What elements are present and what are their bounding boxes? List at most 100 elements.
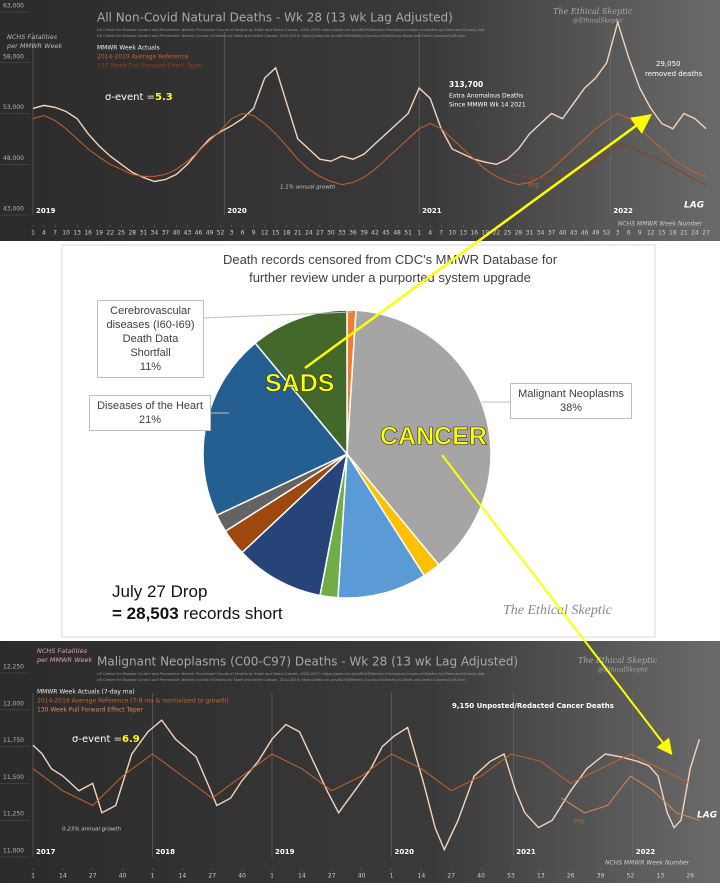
x-tick-label: 45 [382, 230, 390, 237]
x-tick-label: 6 [241, 230, 245, 237]
x-tick-label: 22 [106, 230, 114, 237]
x-tick-label: 3 [616, 230, 620, 237]
watermark: The Ethical Skeptic [578, 656, 658, 665]
x-tick-label: 49 [206, 230, 214, 237]
x-tick-label: 48 [393, 230, 401, 237]
x-tick-label: 12 [647, 230, 655, 237]
drop-suffix: records short [183, 604, 283, 623]
x-tick-label: 27 [702, 230, 710, 237]
slice-name: Malignant Neoplasms [518, 388, 624, 400]
x-tick-label: 27 [89, 873, 97, 880]
x-axis-label: NCHS MMWR Week Number [618, 221, 703, 228]
x-tick-label: 43 [184, 230, 192, 237]
x-tick-label: 1 [31, 230, 35, 237]
x-tick-label: 40 [173, 230, 181, 237]
x-tick-label: 24 [305, 230, 313, 237]
x-tick-label: 13 [537, 873, 545, 880]
legend-entry: MMWR Week Actuals [97, 45, 160, 52]
x-tick-label: 36 [349, 230, 357, 237]
y-axis-label: NCHS Fatalities [7, 33, 58, 41]
legend-entry: 130 Week Pull Forward Effect Taper [37, 707, 143, 714]
x-tick-label: 13 [459, 230, 467, 237]
pie-label: Malignant Neoplasms 38% [510, 383, 632, 419]
series-line [32, 719, 701, 852]
y-tick-label: 53,000 [3, 104, 24, 111]
x-tick-label: 39 [360, 230, 368, 237]
x-tick-label: 52 [627, 873, 635, 880]
watermark: @EthicalSkeptic [598, 667, 649, 674]
y-tick-label: 12,250 [3, 664, 24, 671]
source-note: US Center for Disease Control and Preven… [97, 672, 485, 676]
annotation: Since MMWR Wk 14 2021 [449, 102, 526, 109]
chart-title: Malignant Neoplasms (C00-C97) Deaths - W… [97, 655, 518, 669]
slice-value: 11% [139, 361, 162, 373]
annotation: Extra Anomalous Deaths [449, 93, 523, 100]
annotation: 0.23% annual growth [62, 827, 121, 833]
pie-label: Cerebrovascular diseases (I60-I69) Death… [97, 300, 204, 378]
annotation: LAG [684, 201, 704, 211]
drop-date: July 27 Drop [112, 582, 208, 601]
source-note: US Center for Disease Control and Preven… [97, 678, 466, 682]
y-tick-label: 48,000 [3, 155, 24, 162]
x-tick-label: 22 [493, 230, 501, 237]
x-tick-label: 46 [581, 230, 589, 237]
y-axis-label: per MMWR Week [36, 656, 93, 664]
series-line [32, 753, 691, 807]
series-line [561, 775, 700, 821]
annotation: 1.1% annual growth [280, 185, 336, 191]
x-tick-label: 4 [428, 230, 432, 237]
x-tick-label: 27 [447, 873, 455, 880]
annotation: PFE [528, 183, 539, 190]
x-tick-label: 40 [559, 230, 567, 237]
x-tick-label: 43 [570, 230, 578, 237]
x-tick-label: 9 [252, 230, 256, 237]
drop-value: 28,503 [126, 604, 179, 623]
x-tick-label: 1 [270, 873, 274, 880]
x-tick-label: 1 [390, 873, 394, 880]
annotation: 9,150 Unposted/Redacted Cancer Deaths [452, 702, 614, 710]
slice-name: Cerebrovascular diseases (I60-I69) Death… [106, 305, 195, 359]
x-tick-label: 33 [338, 230, 346, 237]
year-label: 2019 [36, 207, 56, 215]
x-tick-label: 15 [272, 230, 280, 237]
x-tick-label: 34 [537, 230, 545, 237]
x-tick-label: 14 [418, 873, 426, 880]
x-tick-label: 7 [53, 230, 57, 237]
legend-entry: 130 Week Pull Forward Effect Taper [97, 63, 203, 70]
y-tick-label: 11,000 [3, 848, 24, 855]
y-axis-label: NCHS Fatalities [37, 647, 88, 655]
year-label: 2018 [155, 848, 175, 856]
x-tick-label: 31 [140, 230, 148, 237]
x-tick-label: 1 [31, 873, 35, 880]
chart-title: All Non-Covid Natural Deaths - Wk 28 (13… [97, 11, 453, 25]
sigma-value: 6.9 [122, 734, 140, 745]
x-tick-label: 12 [261, 230, 269, 237]
x-tick-label: 26 [567, 873, 575, 880]
year-label: 2019 [275, 848, 295, 856]
x-tick-label: 30 [327, 230, 335, 237]
x-tick-label: 10 [62, 230, 70, 237]
y-tick-label: 58,000 [3, 53, 24, 60]
slice-name: Diseases of the Heart [97, 400, 203, 412]
x-tick-label: 40 [119, 873, 127, 880]
sigma-label: σ-event = [105, 92, 155, 103]
pie-slice [240, 451, 349, 597]
annotation: PFE [574, 819, 585, 826]
x-tick-label: 6 [627, 230, 631, 237]
x-tick-label: 25 [117, 230, 125, 237]
x-tick-label: 42 [371, 230, 379, 237]
x-tick-label: 3 [230, 230, 234, 237]
annotation: 29,050 [656, 60, 681, 68]
year-label: 2021 [516, 848, 536, 856]
x-tick-label: 10 [448, 230, 456, 237]
x-tick-label: 9 [638, 230, 642, 237]
x-tick-label: 27 [328, 873, 336, 880]
x-tick-label: 46 [195, 230, 203, 237]
x-tick-label: 18 [669, 230, 677, 237]
x-tick-label: 25 [504, 230, 512, 237]
x-tick-label: 26 [686, 873, 694, 880]
x-tick-label: 40 [358, 873, 366, 880]
y-tick-label: 12,000 [3, 700, 24, 707]
x-tick-label: 40 [477, 873, 485, 880]
x-tick-label: 49 [592, 230, 600, 237]
